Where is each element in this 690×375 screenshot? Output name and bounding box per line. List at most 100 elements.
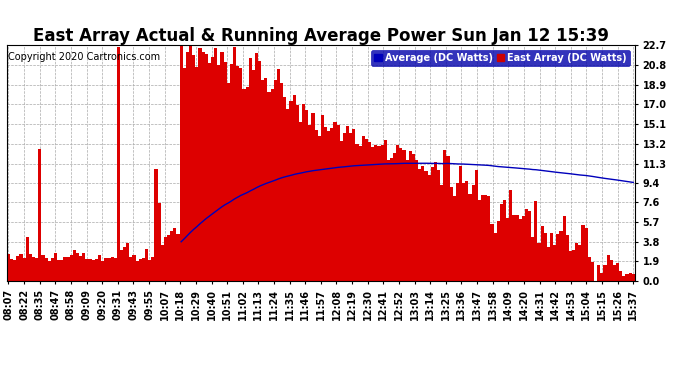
Bar [239,68,242,281]
Bar [199,48,201,281]
Bar [283,97,286,281]
Bar [270,89,274,281]
Bar [572,249,575,281]
Bar [359,146,362,281]
Bar [443,150,446,281]
Bar [73,250,76,281]
Bar [588,257,591,281]
Bar [262,80,264,281]
Bar [538,243,541,281]
Bar [293,95,296,281]
Bar [616,262,619,281]
Bar [302,104,305,281]
Bar [290,101,293,281]
Bar [346,126,349,281]
Bar [308,126,311,281]
Bar [305,110,308,281]
Bar [192,56,195,281]
Bar [487,196,491,281]
Bar [63,257,66,281]
Title: East Array Actual & Running Average Power Sun Jan 12 15:39: East Array Actual & Running Average Powe… [33,27,609,45]
Bar [186,52,189,281]
Bar [195,67,199,281]
Bar [132,255,136,281]
Bar [544,233,547,281]
Bar [437,170,440,281]
Bar [183,68,186,281]
Bar [286,110,290,281]
Bar [101,261,104,281]
Bar [475,170,478,281]
Bar [277,69,280,281]
Bar [525,209,528,281]
Bar [353,129,355,281]
Bar [331,128,333,281]
Bar [506,218,509,281]
Bar [550,234,553,281]
Bar [205,54,208,281]
Bar [236,66,239,281]
Bar [497,221,500,281]
Bar [317,136,321,281]
Bar [469,194,471,281]
Bar [296,105,299,281]
Bar [35,258,39,281]
Bar [462,183,465,281]
Bar [255,53,258,281]
Bar [431,167,434,281]
Bar [553,246,556,281]
Bar [424,171,428,281]
Bar [428,175,431,281]
Bar [566,236,569,281]
Bar [578,245,582,281]
Bar [440,185,443,281]
Bar [23,258,26,281]
Bar [434,162,437,281]
Bar [32,257,35,281]
Bar [629,273,631,281]
Bar [349,133,353,281]
Bar [534,201,538,281]
Bar [456,183,459,281]
Bar [19,254,23,281]
Bar [299,122,302,281]
Bar [201,53,205,281]
Bar [39,149,41,281]
Bar [600,273,604,281]
Bar [484,195,487,281]
Bar [258,61,262,281]
Bar [139,259,142,281]
Bar [13,260,17,281]
Bar [493,233,497,281]
Bar [233,47,236,281]
Bar [478,200,481,281]
Bar [95,259,98,281]
Bar [10,260,13,281]
Bar [575,243,578,281]
Bar [402,150,406,281]
Bar [408,151,412,281]
Bar [377,147,380,281]
Bar [123,248,126,281]
Bar [151,257,155,281]
Bar [76,254,79,281]
Bar [450,187,453,281]
Bar [415,160,418,281]
Bar [459,166,462,281]
Bar [503,200,506,281]
Bar [60,260,63,281]
Bar [610,260,613,281]
Bar [446,156,450,281]
Bar [471,186,475,281]
Bar [226,83,230,281]
Bar [274,80,277,281]
Bar [54,253,57,281]
Bar [362,136,365,281]
Bar [136,261,139,281]
Bar [145,249,148,281]
Bar [92,260,95,281]
Bar [513,216,515,281]
Bar [108,258,110,281]
Text: Copyright 2020 Cartronics.com: Copyright 2020 Cartronics.com [8,52,159,62]
Bar [597,265,600,281]
